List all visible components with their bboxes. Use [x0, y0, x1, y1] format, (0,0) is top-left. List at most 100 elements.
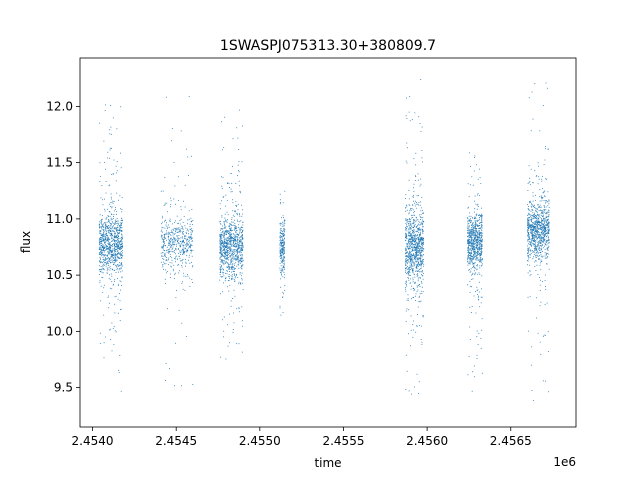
data-point	[103, 263, 105, 265]
data-point	[238, 250, 240, 252]
data-point	[107, 236, 109, 238]
data-point	[121, 243, 123, 245]
data-point	[108, 231, 110, 233]
data-point	[406, 234, 408, 236]
data-point	[234, 249, 236, 251]
data-point	[407, 219, 408, 220]
data-point	[413, 273, 415, 275]
data-point	[538, 228, 540, 229]
data-point	[170, 197, 172, 199]
data-point	[527, 239, 529, 241]
data-point	[117, 242, 119, 243]
data-point	[173, 229, 175, 231]
data-point	[471, 176, 473, 178]
data-point	[189, 254, 191, 256]
data-point	[181, 259, 183, 261]
data-point	[110, 198, 112, 200]
data-point	[178, 242, 180, 244]
data-point	[171, 223, 173, 225]
data-point	[175, 247, 177, 249]
data-point	[530, 210, 532, 212]
data-point	[536, 233, 538, 235]
data-point	[185, 238, 187, 240]
data-point	[527, 228, 529, 230]
data-point	[172, 242, 174, 244]
data-point	[419, 286, 421, 287]
data-point	[223, 264, 225, 266]
data-point	[537, 206, 539, 208]
data-point	[233, 235, 235, 237]
data-point	[532, 400, 534, 401]
data-point	[532, 251, 534, 253]
data-point	[410, 235, 411, 237]
data-point	[111, 228, 112, 230]
data-point	[113, 257, 115, 258]
data-point	[411, 259, 413, 261]
data-point	[118, 232, 120, 234]
data-point	[226, 253, 228, 255]
data-point	[542, 226, 544, 228]
data-point	[120, 152, 121, 154]
data-point	[112, 327, 114, 329]
data-point	[221, 260, 223, 262]
data-point	[541, 281, 543, 282]
data-point	[223, 230, 225, 232]
data-point	[405, 253, 407, 254]
data-point	[101, 215, 103, 217]
data-point	[230, 255, 232, 257]
data-point	[180, 209, 182, 211]
data-point	[413, 158, 415, 160]
data-point	[111, 259, 113, 261]
data-point	[529, 270, 531, 272]
data-point	[479, 281, 481, 283]
data-point	[539, 204, 541, 206]
data-point	[415, 253, 417, 255]
data-point	[472, 371, 474, 373]
data-point	[415, 235, 417, 237]
data-point	[168, 236, 169, 237]
data-point	[412, 243, 414, 245]
data-point	[411, 393, 413, 395]
data-point	[530, 226, 532, 228]
data-point	[107, 151, 109, 153]
data-point	[481, 259, 483, 260]
data-point	[414, 205, 416, 207]
data-point	[538, 243, 539, 245]
data-point	[174, 222, 175, 224]
data-point	[528, 220, 530, 222]
data-point	[111, 245, 112, 246]
data-point	[222, 319, 223, 321]
data-point	[184, 225, 186, 227]
data-point	[120, 271, 122, 273]
data-point	[233, 238, 235, 240]
data-point	[542, 228, 544, 230]
data-point	[418, 247, 420, 249]
data-point	[421, 157, 423, 159]
data-point	[221, 228, 223, 230]
data-point	[99, 230, 101, 232]
data-point	[417, 251, 419, 253]
data-point	[532, 182, 534, 184]
data-point	[543, 220, 545, 222]
data-point	[409, 252, 411, 254]
data-point	[106, 230, 108, 232]
data-point	[535, 209, 537, 211]
data-point	[101, 228, 103, 230]
data-point	[282, 258, 284, 260]
data-point	[409, 210, 411, 212]
data-point	[405, 321, 407, 323]
data-point	[539, 130, 541, 132]
data-point	[237, 164, 239, 166]
data-point	[539, 225, 541, 227]
data-point	[99, 260, 101, 262]
data-point	[223, 235, 225, 237]
data-point	[471, 240, 473, 242]
data-point	[183, 242, 185, 244]
data-point	[469, 230, 471, 232]
data-point	[99, 261, 101, 263]
data-point	[481, 318, 483, 320]
data-point	[474, 239, 476, 241]
data-point	[539, 237, 540, 239]
data-point	[529, 275, 531, 277]
data-point	[111, 201, 113, 203]
